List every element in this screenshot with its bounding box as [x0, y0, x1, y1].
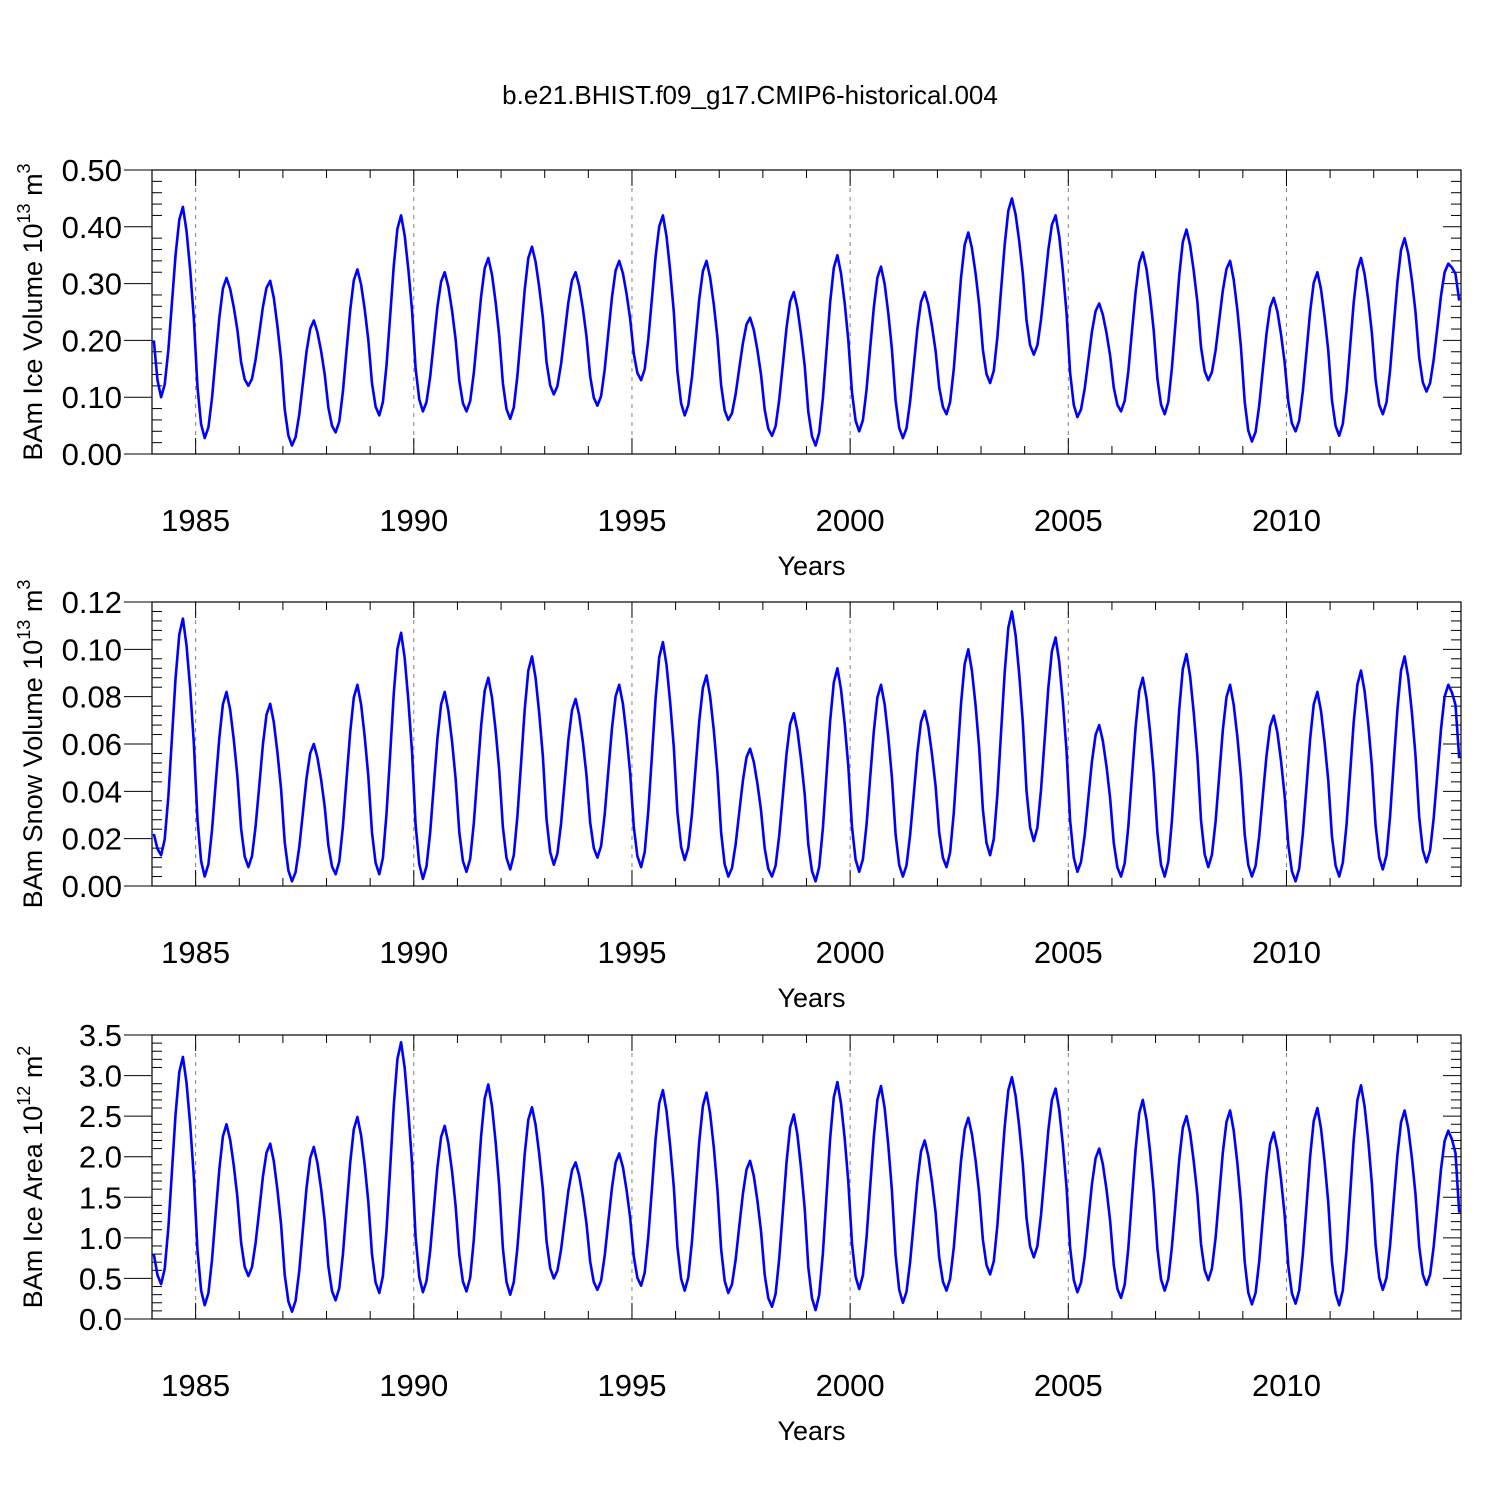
- y-axis-label-unit: m: [18, 590, 48, 620]
- plot-frame: [151, 169, 1462, 455]
- y-tick-label: 3.0: [79, 1059, 122, 1094]
- plot-frame: [151, 1034, 1462, 1320]
- x-tick-label-1990: 1990: [379, 503, 448, 538]
- y-axis-label-main: BAm Ice Area 10: [18, 1106, 48, 1309]
- y-axis-label-exponent: 13: [14, 203, 34, 223]
- x-tick-label-2005: 2005: [1034, 503, 1103, 538]
- y-tick-label: 0.10: [62, 632, 122, 667]
- x-tick-label-1985: 1985: [161, 935, 230, 970]
- y-axis-label-main: BAm Ice Volume 10: [18, 223, 48, 460]
- y-tick-label: 2.5: [79, 1099, 122, 1134]
- y-axis-label-exponent: 12: [14, 1086, 34, 1106]
- series-line: [152, 197, 1461, 447]
- x-tick-label-2010: 2010: [1252, 1368, 1321, 1403]
- y-tick-label: 0.5: [79, 1261, 122, 1296]
- y-tick-label: 0.50: [62, 153, 122, 188]
- y-axis-label: BAm Snow Volume 1013 m3: [14, 580, 48, 909]
- x-tick-label-2000: 2000: [816, 935, 885, 970]
- series-line: [152, 1041, 1461, 1313]
- series-line: [152, 610, 1461, 883]
- y-tick-label: 2.0: [79, 1140, 122, 1175]
- snow-volume-panel: 0.00 0.02 0.04 0.06 0.08 0.10 0.12 1985 1990 1995…: [14, 580, 1462, 1013]
- y-tick-label: 0.40: [62, 210, 122, 245]
- y-axis-label-main: BAm Snow Volume 10: [18, 640, 48, 909]
- y-tick-label: 0.02: [62, 822, 122, 857]
- y-tick-label: 0.0: [79, 1302, 122, 1337]
- y-tick-label: 1.5: [79, 1180, 122, 1215]
- x-tick-label-1985: 1985: [161, 503, 230, 538]
- y-tick-label: 0.30: [62, 267, 122, 302]
- y-tick-label: 0.06: [62, 727, 122, 762]
- x-tick-label-1985: 1985: [161, 1368, 230, 1403]
- x-tick-label-1995: 1995: [597, 503, 666, 538]
- ice-area-panel: 0.0 0.5 1.0 1.5 2.0 2.5 3.0 3.5 1985 1990 1995 2000…: [14, 1018, 1462, 1446]
- x-tick-label-2000: 2000: [816, 503, 885, 538]
- y-axis-label: BAm Ice Area 1012 m2: [14, 1046, 48, 1309]
- y-tick-label: 0.20: [62, 323, 122, 358]
- x-tick-label-1990: 1990: [379, 1368, 448, 1403]
- x-tick-label-2010: 2010: [1252, 503, 1321, 538]
- y-axis-label: BAm Ice Volume 1013 m3: [14, 163, 48, 460]
- ice-volume-panel: 0.00 0.10 0.20 0.30 0.40 0.50 1985 1990 1995 2000…: [14, 153, 1462, 581]
- x-tick-label-2000: 2000: [816, 1368, 885, 1403]
- y-tick-label: 0.12: [62, 585, 122, 620]
- x-axis-label: Years: [777, 551, 845, 581]
- x-axis-label: Years: [777, 1416, 845, 1446]
- plot-frame: [151, 601, 1462, 887]
- x-tick-label-2005: 2005: [1034, 1368, 1103, 1403]
- y-tick-label: 0.04: [62, 774, 122, 809]
- x-tick-label-1995: 1995: [597, 935, 666, 970]
- y-tick-label: 1.0: [79, 1221, 122, 1256]
- x-tick-label-1990: 1990: [379, 935, 448, 970]
- x-tick-label-2010: 2010: [1252, 935, 1321, 970]
- y-axis-label-unit: m: [18, 1056, 48, 1086]
- y-tick-label: 0.00: [62, 437, 122, 472]
- x-axis-label: Years: [777, 983, 845, 1013]
- y-axis-label-unit-exponent: 3: [14, 163, 34, 173]
- x-tick-label-1995: 1995: [597, 1368, 666, 1403]
- y-axis-label-unit-exponent: 3: [14, 580, 34, 590]
- chart-title: b.e21.BHIST.f09_g17.CMIP6-historical.004: [502, 80, 998, 110]
- x-tick-label-2005: 2005: [1034, 935, 1103, 970]
- y-axis-label-exponent: 13: [14, 620, 34, 640]
- y-axis-label-unit-exponent: 2: [14, 1046, 34, 1056]
- y-tick-label: 0.08: [62, 680, 122, 715]
- y-tick-label: 3.5: [79, 1018, 122, 1053]
- y-axis-label-unit: m: [18, 173, 48, 203]
- y-tick-label: 0.10: [62, 380, 122, 415]
- y-tick-label: 0.00: [62, 869, 122, 904]
